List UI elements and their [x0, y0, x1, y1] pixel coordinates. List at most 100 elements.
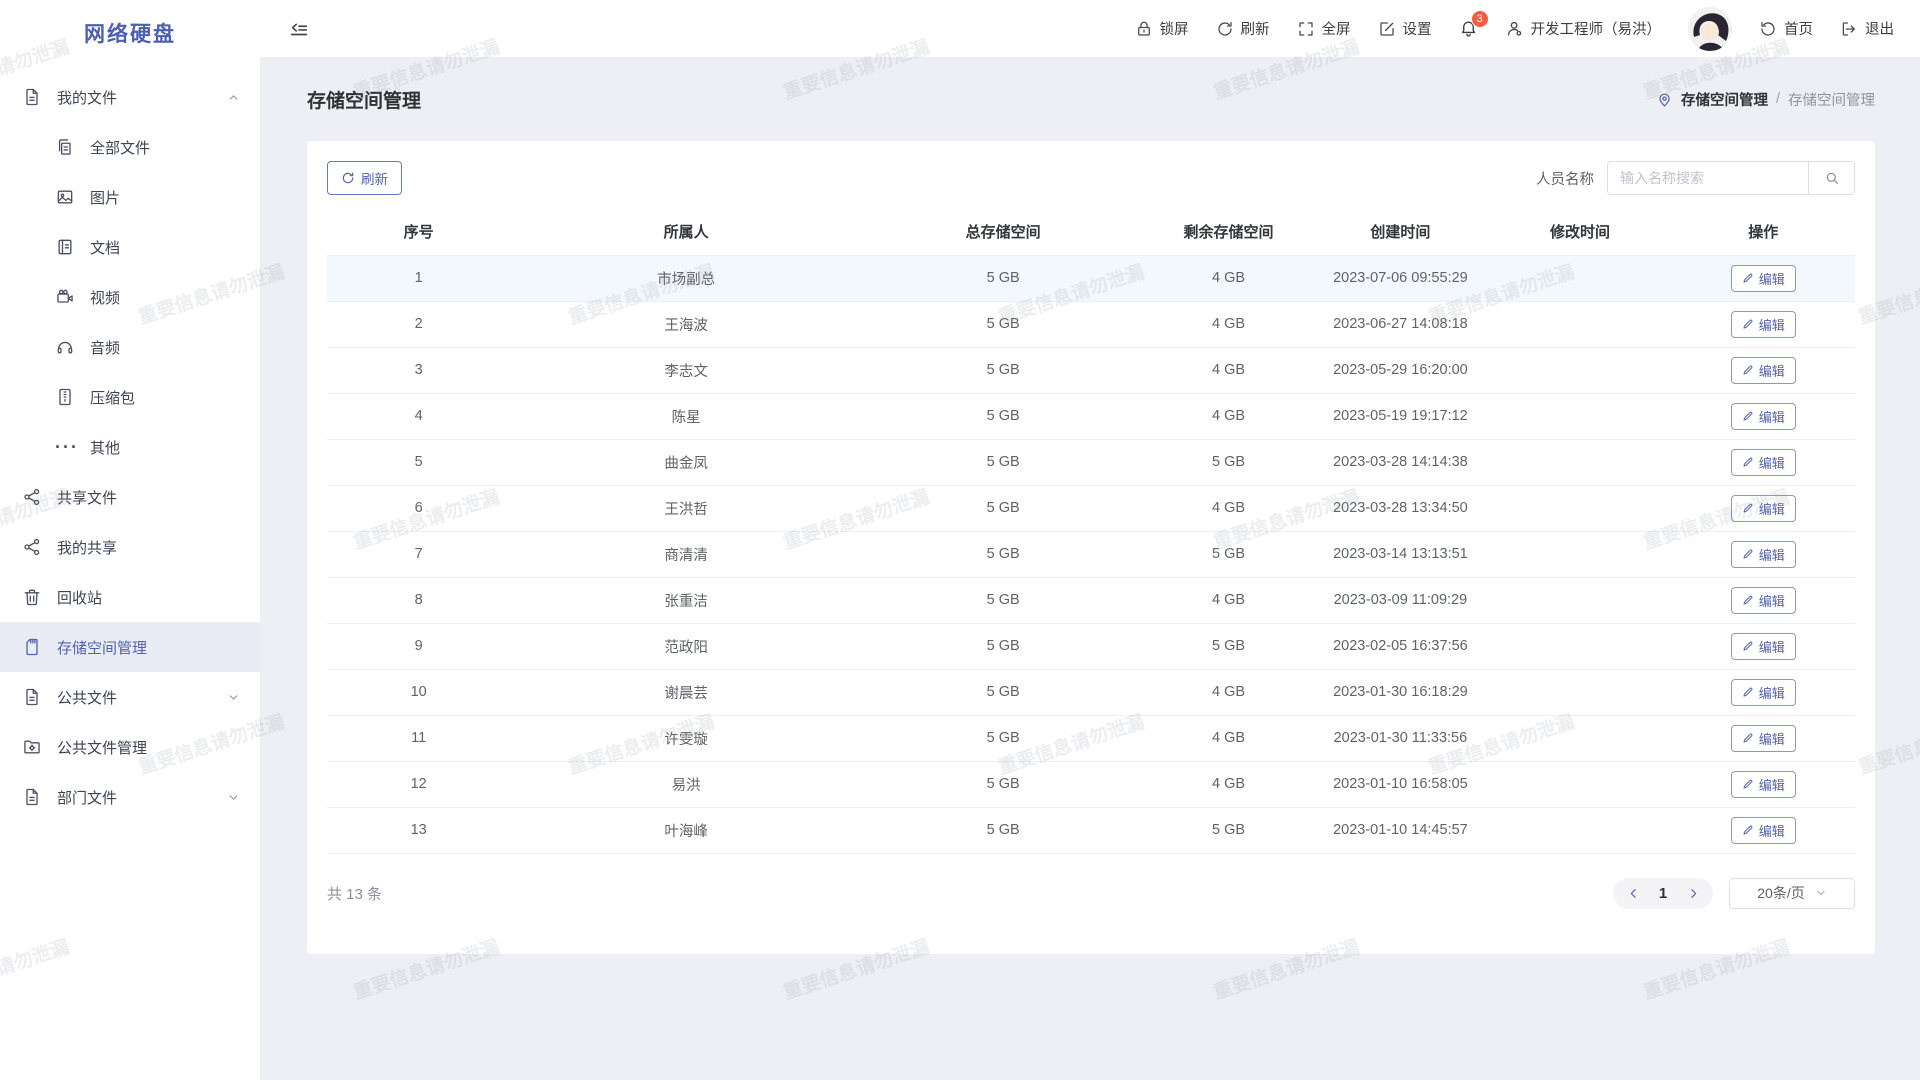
settings-button[interactable]: 设置 — [1378, 18, 1432, 39]
row-index-cell: 1 — [327, 255, 511, 302]
row-index-cell: 4 — [327, 393, 511, 440]
lock-screen-button[interactable]: 锁屏 — [1135, 18, 1189, 39]
total-storage-cell: 5 GB — [861, 623, 1145, 670]
search-button[interactable] — [1808, 162, 1854, 194]
avatar[interactable] — [1688, 6, 1732, 51]
current-page[interactable]: 1 — [1658, 884, 1668, 902]
sidebar-item-department-files[interactable]: 部门文件 — [0, 772, 260, 822]
edit-button[interactable]: 编辑 — [1730, 770, 1796, 798]
topbar: 锁屏 刷新 全屏 — [260, 0, 1920, 57]
pencil-icon — [1742, 548, 1754, 560]
map-pin-icon — [1656, 91, 1673, 108]
pencil-icon — [1742, 502, 1754, 514]
menu-fold-icon — [288, 18, 310, 40]
sidebar-item-shared-files[interactable]: 共享文件 — [0, 472, 260, 522]
edit-button[interactable]: 编辑 — [1730, 724, 1796, 752]
topbar-actions: 锁屏 刷新 全屏 — [1135, 6, 1894, 51]
action-label: 设置 — [1402, 22, 1432, 38]
edit-button[interactable]: 编辑 — [1730, 540, 1796, 568]
refresh-table-button[interactable]: 刷新 — [327, 161, 402, 195]
sidebar-item-label: 我的文件 — [57, 89, 118, 107]
user-menu[interactable]: 开发工程师（易洪） — [1505, 18, 1661, 39]
edit-button[interactable]: 编辑 — [1730, 310, 1796, 338]
sidebar-item-storage-management[interactable]: 存储空间管理 — [0, 622, 260, 672]
notifications-button[interactable]: 3 — [1459, 10, 1489, 38]
sidebar-item-others[interactable]: ··· 其他 — [0, 422, 260, 472]
search-input[interactable] — [1608, 162, 1808, 194]
table-row: 8 张重洁 5 GB 4 GB 2023-03-09 11:09:29 编辑 — [327, 577, 1855, 624]
sidebar-collapse-button[interactable] — [284, 14, 314, 44]
actions-cell: 编辑 — [1671, 439, 1855, 486]
created-time-cell: 2023-01-10 14:45:57 — [1312, 807, 1489, 854]
fullscreen-button[interactable]: 全屏 — [1297, 18, 1351, 39]
page-pill: 1 — [1613, 877, 1713, 909]
column-header: 所属人 — [510, 209, 862, 256]
row-index-cell: 7 — [327, 531, 511, 578]
created-time-cell: 2023-01-30 11:33:56 — [1312, 715, 1489, 762]
remaining-storage-cell: 4 GB — [1144, 301, 1313, 348]
edit-button[interactable]: 编辑 — [1730, 816, 1796, 844]
edit-button[interactable]: 编辑 — [1730, 264, 1796, 292]
remaining-storage-cell: 4 GB — [1144, 393, 1313, 440]
edit-button[interactable]: 编辑 — [1730, 448, 1796, 476]
total-storage-cell: 5 GB — [861, 715, 1145, 762]
table-row: 6 王洪哲 5 GB 4 GB 2023-03-28 13:34:50 编辑 — [327, 485, 1855, 532]
pencil-icon — [1742, 686, 1754, 698]
owner-cell: 商清清 — [510, 531, 862, 578]
sidebar-item-my-shares[interactable]: 我的共享 — [0, 522, 260, 572]
created-time-cell: 2023-01-30 16:18:29 — [1312, 669, 1489, 716]
sidebar-item-documents[interactable]: 文档 — [0, 222, 260, 272]
sidebar-item-recycle-bin[interactable]: 回收站 — [0, 572, 260, 622]
sidebar-item-label: 公共文件管理 — [57, 739, 148, 757]
sidebar-item-label: 回收站 — [57, 589, 103, 607]
share-icon — [22, 537, 42, 557]
row-index-cell: 6 — [327, 485, 511, 532]
sidebar-item-my-files[interactable]: 我的文件 — [0, 72, 260, 122]
pencil-icon — [1742, 594, 1754, 606]
created-time-cell: 2023-05-19 19:17:12 — [1312, 393, 1489, 440]
undo-arrow-icon — [1759, 20, 1777, 38]
next-page-button[interactable] — [1677, 878, 1709, 909]
home-button[interactable]: 首页 — [1759, 18, 1813, 39]
row-index-cell: 5 — [327, 439, 511, 486]
row-index-cell: 2 — [327, 301, 511, 348]
breadcrumb-root[interactable]: 存储空间管理 — [1680, 92, 1768, 109]
sidebar-item-images[interactable]: 图片 — [0, 172, 260, 222]
sidebar-item-archives[interactable]: 压缩包 — [0, 372, 260, 422]
actions-cell: 编辑 — [1671, 807, 1855, 854]
storage-table: 序号 所属人 总存储空间 剩余存储空间 创建时间 修改时间 操作 1 市场副总 5 … — [327, 209, 1855, 854]
sidebar-item-public-files-management[interactable]: 公共文件管理 — [0, 722, 260, 772]
edit-button[interactable]: 编辑 — [1730, 632, 1796, 660]
sidebar-item-label: 全部文件 — [90, 139, 151, 157]
sidebar-item-public-files[interactable]: 公共文件 — [0, 672, 260, 722]
logout-button[interactable]: 退出 — [1840, 18, 1894, 39]
sd-card-icon — [22, 637, 42, 657]
edit-button[interactable]: 编辑 — [1730, 678, 1796, 706]
prev-page-button[interactable] — [1617, 878, 1649, 909]
sidebar-item-label: 共享文件 — [57, 489, 118, 507]
refresh-page-button[interactable]: 刷新 — [1216, 18, 1270, 39]
table-row: 7 商清清 5 GB 5 GB 2023-03-14 13:13:51 编辑 — [327, 531, 1855, 578]
total-storage-cell: 5 GB — [861, 807, 1145, 854]
page-size-select[interactable]: 20条/页 — [1729, 877, 1855, 909]
remaining-storage-cell: 4 GB — [1144, 485, 1313, 532]
sidebar-item-audio[interactable]: 音频 — [0, 322, 260, 372]
chevron-left-icon — [1627, 887, 1640, 900]
sidebar-item-videos[interactable]: 视频 — [0, 272, 260, 322]
edit-button[interactable]: 编辑 — [1730, 356, 1796, 384]
edit-button[interactable]: 编辑 — [1730, 586, 1796, 614]
sidebar-item-label: 图片 — [90, 189, 121, 207]
image-icon — [55, 187, 75, 207]
sidebar-item-all-files[interactable]: 全部文件 — [0, 122, 260, 172]
edit-button[interactable]: 编辑 — [1730, 402, 1796, 430]
pagination: 1 20条/页 — [1613, 877, 1855, 909]
edit-button[interactable]: 编辑 — [1730, 494, 1796, 522]
column-header: 修改时间 — [1488, 209, 1672, 256]
owner-cell: 易洪 — [510, 761, 862, 808]
total-storage-cell: 5 GB — [861, 393, 1145, 440]
actions-cell: 编辑 — [1671, 485, 1855, 532]
actions-cell: 编辑 — [1671, 255, 1855, 302]
pencil-icon — [1742, 272, 1754, 284]
document-icon — [55, 237, 75, 257]
table-toolbar: 刷新 人员名称 — [327, 161, 1855, 195]
